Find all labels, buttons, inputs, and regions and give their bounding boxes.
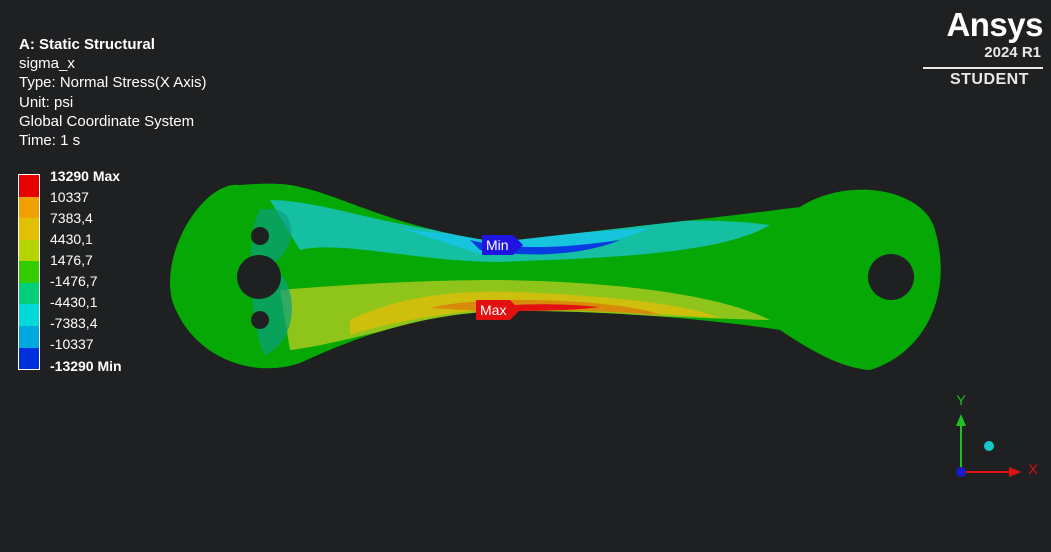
legend-swatch (19, 282, 39, 305)
result-details: A: Static Structural sigma_x Type: Norma… (19, 35, 207, 150)
hole-small-top (251, 227, 269, 245)
result-type: Type: Normal Stress(X Axis) (19, 74, 207, 92)
legend-label: 1476,7 (50, 252, 93, 268)
legend-swatch (19, 175, 39, 197)
logo-divider (923, 67, 1043, 69)
contour-band-yellow (350, 291, 720, 335)
result-unit: Unit: psi (19, 93, 74, 111)
legend-swatch (19, 218, 39, 240)
max-probe-text: Max (480, 302, 507, 318)
brand-name: Ansys (946, 6, 1043, 43)
x-axis-label: X (1028, 461, 1038, 477)
hole-large-left (237, 255, 281, 299)
legend-swatch (19, 261, 39, 283)
max-probe-label[interactable]: Max (476, 300, 521, 320)
iso-view-ball[interactable] (984, 441, 994, 451)
min-probe-text: Min (486, 237, 509, 253)
legend-label-min: -13290 Min (50, 358, 122, 374)
legend-label-max: 13290 Max (50, 168, 121, 184)
version-label: 2024 R1 (984, 44, 1041, 61)
x-axis-arrow (1009, 467, 1021, 477)
legend-label: -10337 (50, 336, 94, 352)
legend-swatch (19, 347, 39, 370)
legend-color-bar (18, 174, 40, 370)
z-axis-dot (956, 467, 966, 477)
axis-triad[interactable]: Y X (945, 392, 1045, 487)
legend-swatch (19, 304, 39, 326)
max-probe-pointer (510, 300, 521, 320)
legend-label: -7383,4 (50, 315, 98, 331)
contour-band-red (500, 304, 600, 311)
analysis-title: A: Static Structural (19, 36, 155, 53)
legend-swatch (19, 239, 39, 262)
hole-small-bottom (251, 311, 269, 329)
y-axis-arrow (956, 414, 966, 426)
min-probe-pointer (512, 235, 523, 255)
coordinate-system: Global Coordinate System (19, 112, 195, 130)
result-time: Time: 1 s (19, 132, 81, 150)
contour-band-yellowgreen (280, 280, 770, 350)
min-probe-label[interactable]: Min (482, 235, 523, 255)
hole-right (868, 254, 914, 300)
legend-label: 10337 (50, 189, 89, 205)
legend-swatch (19, 196, 39, 219)
y-axis-label: Y (956, 392, 966, 408)
legend-label: -4430,1 (50, 294, 98, 310)
legend-swatch (19, 325, 39, 348)
legend-label: 7383,4 (50, 210, 93, 226)
ansys-logo: Ansys 2024 R1 STUDENT (923, 6, 1043, 96)
legend-label: -1476,7 (50, 273, 98, 289)
part-geometry (170, 183, 941, 370)
result-name: sigma_x (19, 55, 75, 73)
edition-label: STUDENT (949, 71, 1029, 88)
legend-label: 4430,1 (50, 231, 93, 247)
